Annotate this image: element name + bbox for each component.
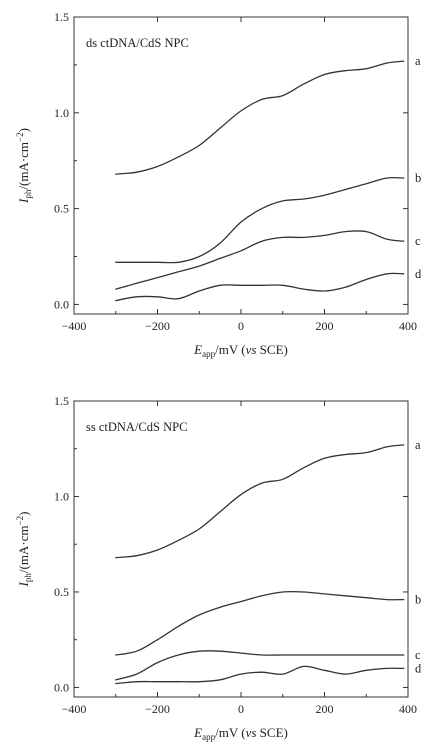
x-axis-label: Eapp/mV (vs SCE) <box>193 725 288 742</box>
series-label-b: b <box>415 593 421 607</box>
series-line-a <box>115 444 405 559</box>
series-line-d <box>115 272 405 302</box>
x-tick-label: −200 <box>145 319 170 333</box>
series-line-c <box>115 230 405 290</box>
series-label-c: c <box>415 234 421 248</box>
chart-panel-2: −400 −200 0 200 400 0.0 0.5 1.0 1.5 ss ctDNA/CdS … <box>15 394 422 742</box>
y-tick-label: 1.0 <box>54 489 69 503</box>
chart-panel-1: −400 −200 0 200 400 0.0 0.5 1.0 1.5 ds ctDNA/CdS … <box>15 10 422 359</box>
x-tick-label: 0 <box>238 702 244 716</box>
series-label-a: a <box>415 54 421 68</box>
y-axis-label: Iph/(mA·cm−2) <box>15 512 33 588</box>
panel-annotation: ss ctDNA/CdS NPC <box>86 420 187 434</box>
y-tick-label: 1.0 <box>54 106 69 120</box>
series-line-b <box>115 590 405 656</box>
y-tick-label: 0.5 <box>54 585 69 599</box>
x-tick-label: 400 <box>399 319 417 333</box>
series-label-c: c <box>415 648 421 662</box>
series-line-d <box>115 665 405 685</box>
y-tick-label: 0.0 <box>54 680 69 694</box>
series-label-d: d <box>415 267 422 281</box>
series-line-b <box>115 176 405 264</box>
x-tick-label: 0 <box>238 319 244 333</box>
series-label-b: b <box>415 171 421 185</box>
panel-annotation: ds ctDNA/CdS NPC <box>86 36 189 50</box>
y-tick-label: 1.5 <box>54 394 69 408</box>
series-line-c <box>115 650 405 681</box>
x-tick-label: 200 <box>316 319 334 333</box>
x-tick-label: −200 <box>145 702 170 716</box>
series-line-a <box>115 60 405 175</box>
y-tick-label: 1.5 <box>54 10 69 24</box>
x-tick-label: 400 <box>399 702 417 716</box>
x-tick-label: 200 <box>316 702 334 716</box>
plot-frame <box>73 16 409 315</box>
y-axis-label: Iph/(mA·cm−2) <box>15 128 33 204</box>
y-tick-label: 0.5 <box>54 202 69 216</box>
x-tick-label: −400 <box>62 319 87 333</box>
x-axis-label: Eapp/mV (vs SCE) <box>193 342 288 359</box>
x-tick-label: −400 <box>62 702 87 716</box>
y-tick-label: 0.0 <box>54 297 69 311</box>
series-label-a: a <box>415 438 421 452</box>
series-label-d: d <box>415 661 422 675</box>
